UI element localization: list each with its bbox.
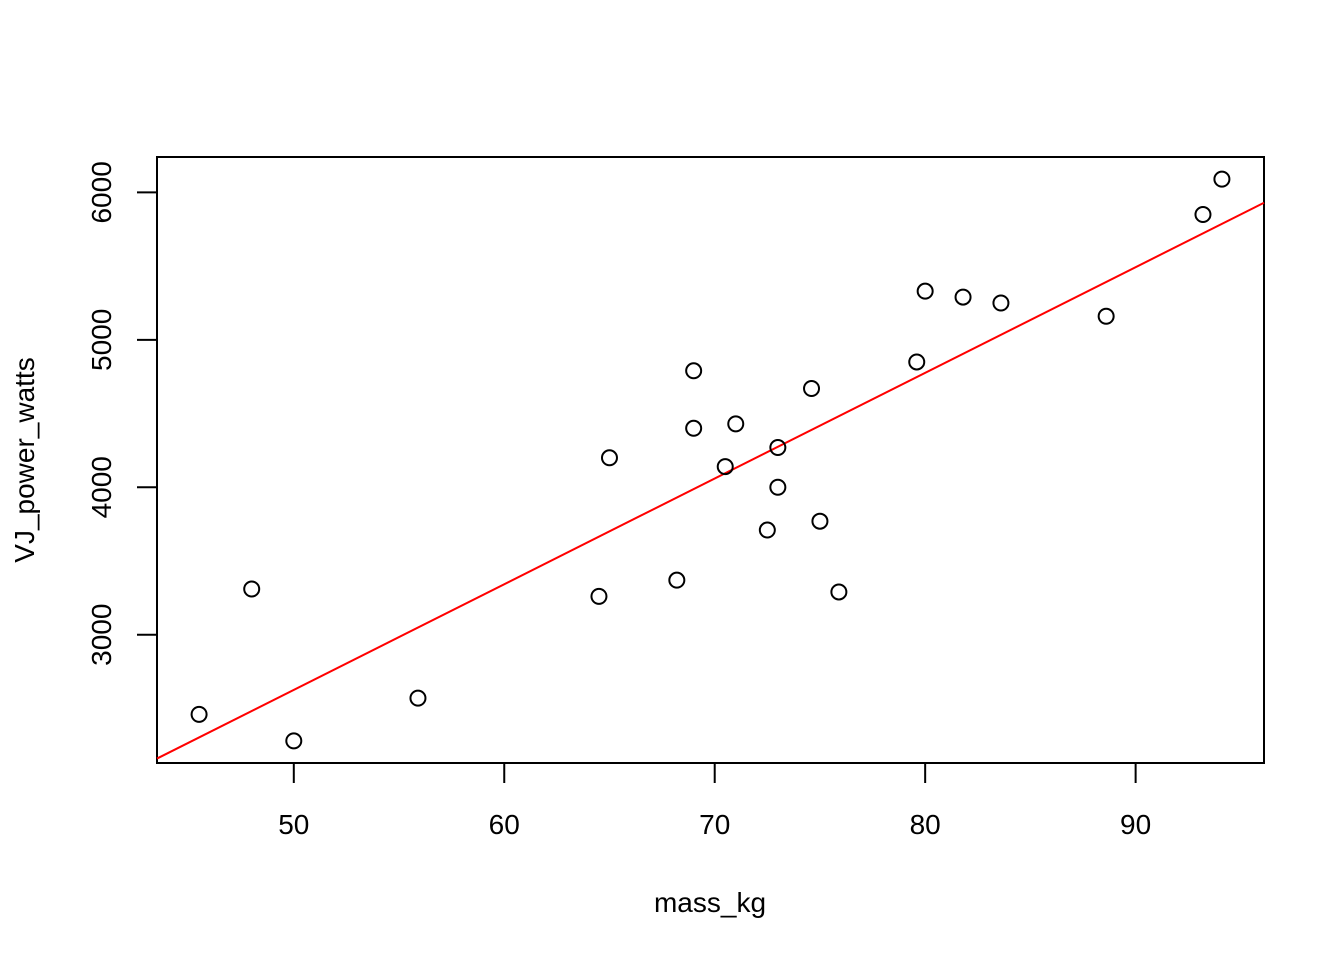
x-tick-label: 70	[699, 809, 730, 840]
y-axis-title: VJ_power_watts	[9, 357, 40, 562]
data-point	[916, 282, 934, 300]
x-axis: 50 60 70 80 90	[278, 762, 1151, 840]
x-tick-label: 60	[489, 809, 520, 840]
x-tick-label: 50	[278, 809, 309, 840]
data-point	[908, 353, 926, 371]
x-tick-label: 80	[910, 809, 941, 840]
data-point	[954, 288, 972, 306]
data-point	[769, 438, 787, 456]
plot-frame	[156, 156, 1265, 764]
data-point	[992, 294, 1010, 312]
data-point	[190, 705, 208, 723]
x-tick-label: 90	[1120, 809, 1151, 840]
data-point	[685, 419, 703, 437]
regression-line	[156, 201, 1265, 760]
points-layer	[190, 170, 1231, 750]
fit-line-layer	[156, 201, 1265, 760]
y-axis: 3000 4000 5000 6000	[86, 161, 158, 666]
data-point	[285, 732, 303, 750]
data-point	[1213, 170, 1231, 188]
y-tick-label: 5000	[86, 309, 117, 371]
data-point	[769, 478, 787, 496]
data-point	[758, 521, 776, 539]
data-point	[243, 580, 261, 598]
y-tick-label: 4000	[86, 456, 117, 518]
data-point	[590, 587, 608, 605]
data-point	[685, 362, 703, 380]
data-point	[668, 571, 686, 589]
data-point	[600, 449, 618, 467]
data-point	[830, 583, 848, 601]
data-point	[727, 415, 745, 433]
y-tick-label: 3000	[86, 604, 117, 666]
data-point	[1194, 206, 1212, 224]
data-point	[811, 512, 829, 530]
data-point	[803, 379, 821, 397]
data-point	[1097, 307, 1115, 325]
x-axis-title: mass_kg	[654, 887, 766, 918]
data-point	[409, 689, 427, 707]
y-tick-label: 6000	[86, 161, 117, 223]
data-point	[716, 458, 734, 476]
